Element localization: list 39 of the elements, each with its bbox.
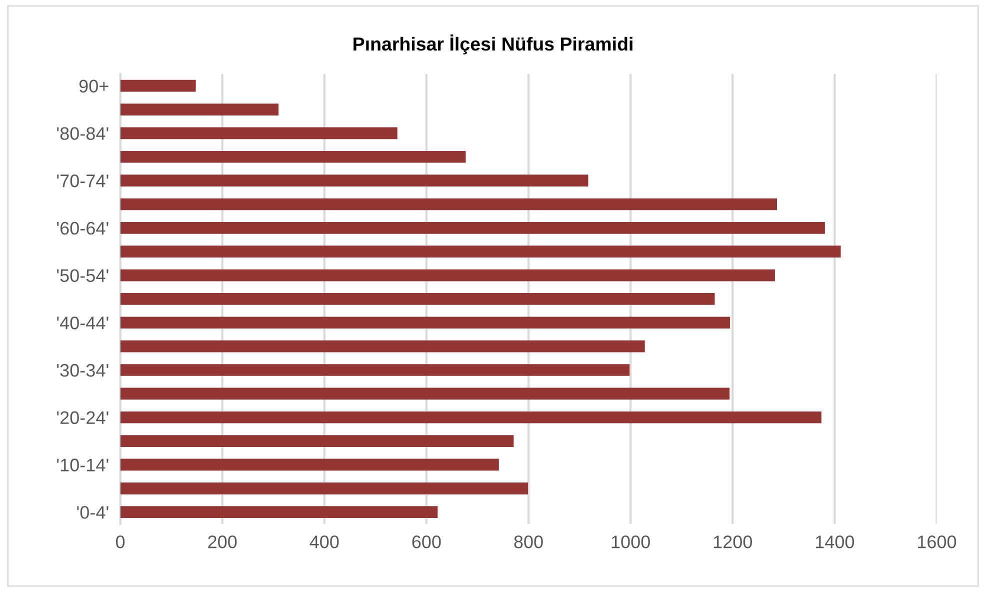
y-tick-label: '10-14' [57,458,108,472]
x-tick-label: 0 [116,536,125,548]
x-tick-label: 200 [208,536,237,548]
bar [120,269,775,282]
bar [120,222,825,234]
bar [120,127,398,140]
y-tick-label: '60-64' [57,222,108,235]
bar [120,458,499,471]
bar [120,80,196,92]
bar [120,104,278,116]
y-tick-label: '30-34' [57,364,108,377]
y-tick-label: '80-84' [57,127,108,140]
y-tick-label: 90+ [79,80,108,93]
x-tick-label: 1600 [918,536,956,548]
bar [120,198,777,210]
x-tick-label: 400 [310,536,339,548]
y-tick-label: '70-74' [57,174,108,188]
bar [120,482,528,494]
bar [120,340,645,352]
bar [120,411,822,424]
bar [120,506,438,518]
y-tick-label: '20-24' [57,411,108,424]
bar [120,293,715,305]
x-tick-label: 1200 [714,536,752,548]
bar [120,388,730,400]
y-tick-label: '50-54' [57,269,108,282]
bar [120,174,588,186]
x-tick-label: 1000 [612,536,650,548]
x-tick-label: 600 [412,536,441,548]
y-tick-label: '40-44' [57,316,108,330]
x-tick-label: 800 [514,536,543,548]
y-tick-label: '0-4' [77,506,108,519]
bar [120,150,466,163]
bar [120,246,841,258]
bar [120,316,730,329]
chart-title: Pınarhisar İlçesi Nüfus Piramidi [354,34,632,54]
bar [120,435,514,447]
bar [120,364,630,376]
x-tick-label: 1400 [816,536,854,548]
